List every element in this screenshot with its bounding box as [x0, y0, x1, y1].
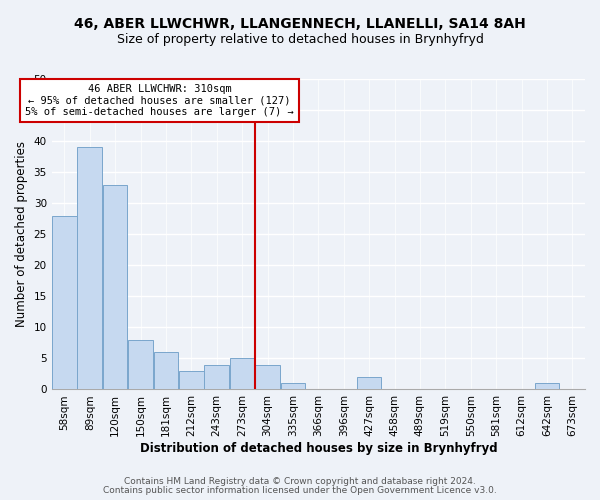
- Bar: [357, 377, 382, 390]
- Bar: [179, 371, 203, 390]
- Bar: [77, 148, 102, 390]
- Text: 46 ABER LLWCHWR: 310sqm
← 95% of detached houses are smaller (127)
5% of semi-de: 46 ABER LLWCHWR: 310sqm ← 95% of detache…: [25, 84, 294, 117]
- Text: Contains public sector information licensed under the Open Government Licence v3: Contains public sector information licen…: [103, 486, 497, 495]
- Bar: [52, 216, 77, 390]
- Bar: [535, 383, 559, 390]
- X-axis label: Distribution of detached houses by size in Brynhyfryd: Distribution of detached houses by size …: [140, 442, 497, 455]
- Text: Contains HM Land Registry data © Crown copyright and database right 2024.: Contains HM Land Registry data © Crown c…: [124, 477, 476, 486]
- Text: 46, ABER LLWCHWR, LLANGENNECH, LLANELLI, SA14 8AH: 46, ABER LLWCHWR, LLANGENNECH, LLANELLI,…: [74, 18, 526, 32]
- Text: Size of property relative to detached houses in Brynhyfryd: Size of property relative to detached ho…: [116, 32, 484, 46]
- Y-axis label: Number of detached properties: Number of detached properties: [15, 141, 28, 327]
- Bar: [255, 364, 280, 390]
- Bar: [205, 364, 229, 390]
- Bar: [154, 352, 178, 390]
- Bar: [128, 340, 153, 390]
- Bar: [230, 358, 254, 390]
- Bar: [281, 383, 305, 390]
- Bar: [103, 184, 127, 390]
